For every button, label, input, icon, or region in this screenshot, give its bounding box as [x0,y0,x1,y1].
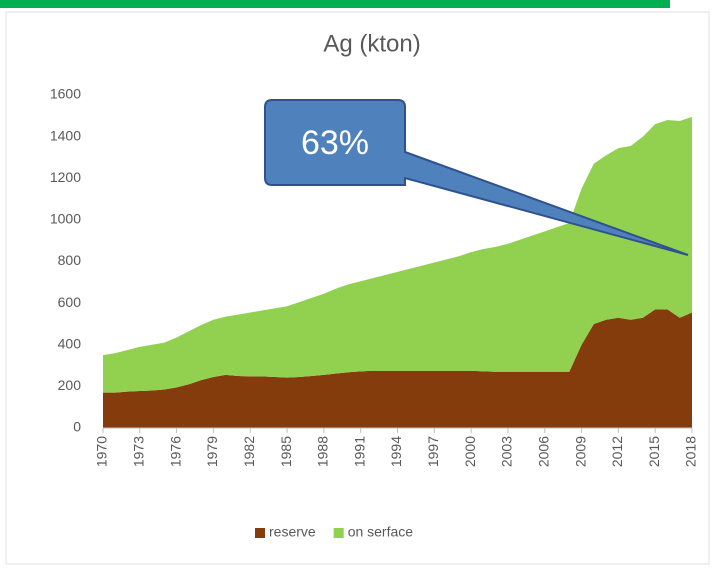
area [103,309,692,428]
y-tick-label: 200 [58,377,82,393]
y-tick-label: 400 [58,335,82,351]
x-tick-label: 2012 [609,436,625,467]
callout [264,99,689,256]
annotation: 63% [301,124,369,162]
x-tick-label: 1973 [131,436,147,467]
y-tick-label: 800 [58,252,82,268]
x-tick-label: 2006 [535,436,551,467]
top-bar [0,0,670,8]
y-tick-label: 0 [73,419,81,435]
x-tick-label: 1970 [94,436,110,467]
x-tick-label: 1982 [241,436,257,467]
chart-title: Ag (kton) [323,30,420,57]
y-tick-label: 1000 [50,211,81,227]
x-tick-label: 1988 [315,436,331,467]
legend-swatch [333,528,344,538]
x-tick-label: 1976 [167,436,183,467]
legend-label: on serface [348,524,414,540]
x-tick-label: 2015 [646,436,662,467]
x-tick-label: 2009 [572,436,588,467]
x-tick-label: 1979 [204,436,220,467]
x-tick-label: 2018 [683,436,699,467]
x-tick-label: 2003 [499,436,515,467]
area [103,116,692,393]
x-tick-label: 1985 [278,436,294,467]
x-tick-label: 1991 [351,436,367,467]
y-tick-label: 1400 [50,127,81,143]
x-tick-label: 1994 [388,436,404,467]
x-tick-label: 2000 [462,436,478,467]
y-tick-label: 600 [58,294,82,310]
y-tick-label: 1200 [50,169,81,185]
chart-frame [5,11,710,565]
y-tick-label: 1600 [50,86,81,102]
x-tick-label: 1997 [425,436,441,467]
legend-swatch [255,528,265,538]
legend-label: reserve [269,524,316,540]
